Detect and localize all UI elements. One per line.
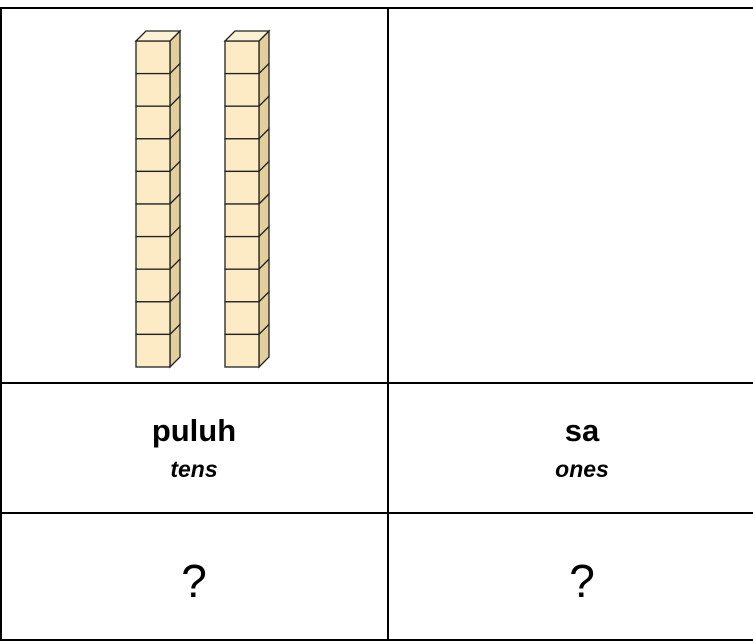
cube-front bbox=[135, 72, 171, 107]
table-grid bbox=[0, 7, 753, 641]
table-border bbox=[0, 7, 753, 641]
cube-front bbox=[135, 40, 171, 75]
cube-front bbox=[224, 235, 260, 270]
cube-front bbox=[224, 203, 260, 238]
cube-front bbox=[135, 268, 171, 303]
cube-front bbox=[224, 170, 260, 205]
cube-front bbox=[224, 138, 260, 173]
column-translation: tens bbox=[170, 456, 217, 482]
cube-front bbox=[224, 72, 260, 107]
answer-cell: ? bbox=[181, 555, 207, 607]
cube-front bbox=[135, 105, 171, 140]
cube-front bbox=[224, 301, 260, 336]
cube-front bbox=[224, 105, 260, 140]
column-label: sa bbox=[565, 413, 600, 448]
tens-rods bbox=[134, 29, 271, 369]
cube-top bbox=[134, 30, 182, 42]
cube-front bbox=[135, 301, 171, 336]
cube-top bbox=[223, 30, 271, 42]
cube-front bbox=[224, 333, 260, 368]
cube-front bbox=[224, 40, 260, 75]
cube-front bbox=[135, 138, 171, 173]
cube-front bbox=[224, 268, 260, 303]
cube-front bbox=[135, 203, 171, 238]
cube-front bbox=[135, 235, 171, 270]
column-label: puluh bbox=[152, 413, 236, 448]
cube-front bbox=[135, 170, 171, 205]
cube-front bbox=[135, 333, 171, 368]
answer-cell: ? bbox=[569, 555, 595, 607]
column-translation: ones bbox=[555, 456, 609, 482]
